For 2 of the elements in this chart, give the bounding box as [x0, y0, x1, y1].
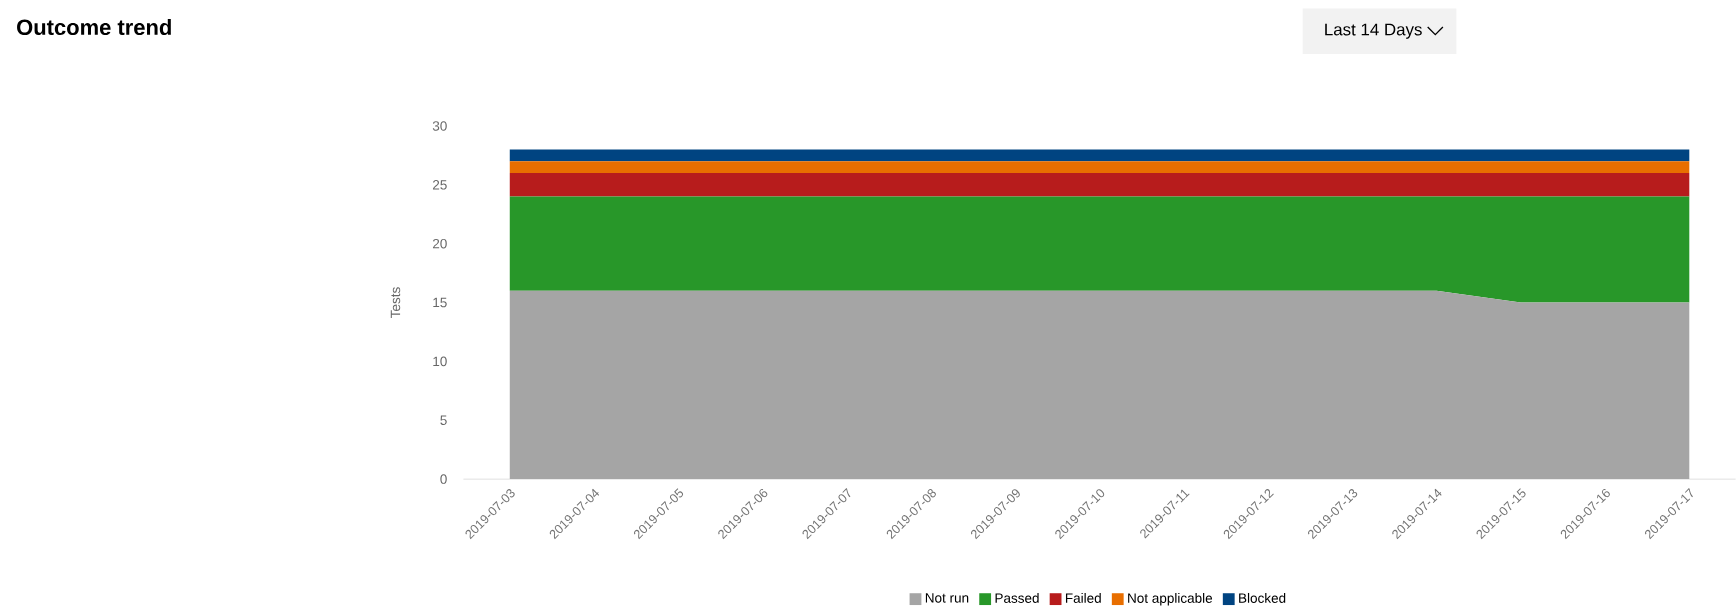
text: Outcome trend — [17, 18, 171, 36]
text: Last 14 Days — [1325, 23, 1422, 39]
